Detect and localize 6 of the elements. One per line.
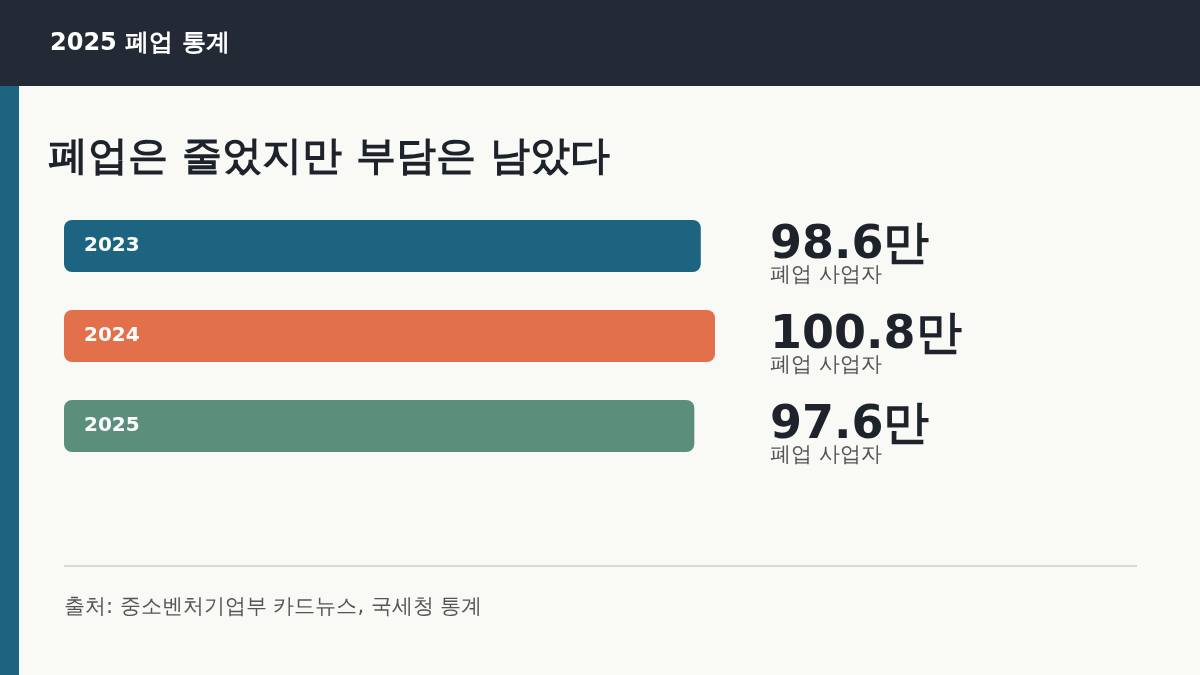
source-note: 출처: 중소벤처기업부 카드뉴스, 국세청 통계 [64, 593, 483, 620]
chart-title: 폐업은 줄었지만 부담은 남았다 [48, 131, 610, 180]
y-tick-label: 2023 [84, 232, 140, 257]
chart-subtitle: 2025 폐업 통계 [50, 27, 230, 58]
y-tick-label: 2024 [84, 322, 140, 347]
y-tick-label: 2025 [84, 412, 140, 437]
